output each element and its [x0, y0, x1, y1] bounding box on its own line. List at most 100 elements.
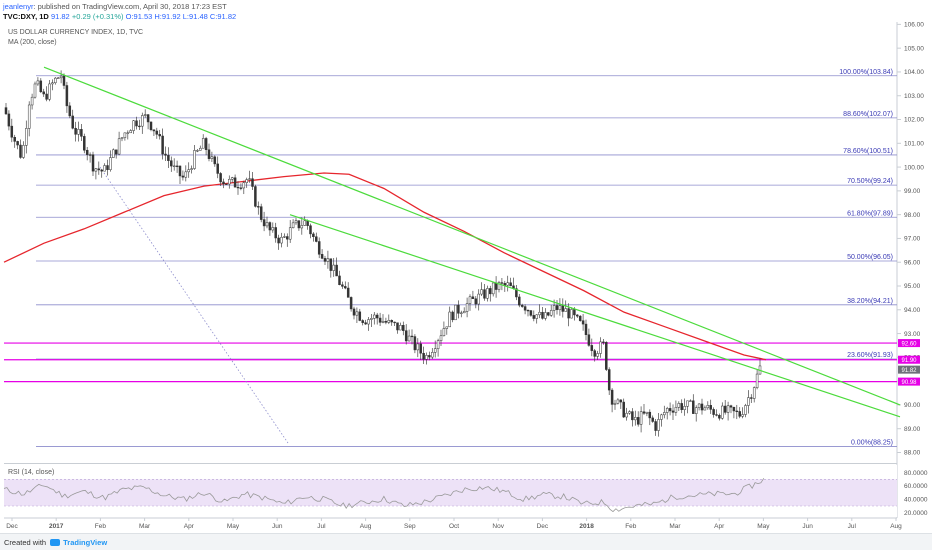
candle-body: [674, 407, 678, 413]
candle-body: [300, 225, 304, 229]
candle-body: [607, 369, 611, 391]
candle-body: [80, 129, 83, 137]
candle-body: [497, 282, 501, 290]
candle-body: [639, 411, 643, 425]
candle-body: [718, 414, 721, 419]
rsi-tick-label: 20.0000: [904, 510, 928, 517]
candle-body: [544, 312, 547, 319]
candle-body: [680, 403, 683, 410]
horizontal-levels[interactable]: [4, 342, 897, 383]
candle-body: [344, 286, 347, 289]
y-tick-label: 103.00: [904, 93, 924, 100]
candle-body: [631, 411, 634, 421]
candle-body: [642, 411, 646, 414]
price-tags: 92.60 91.90 90.98 91.82: [898, 339, 920, 386]
author-link[interactable]: jeanlenyr: [3, 2, 34, 11]
candle-body: [407, 335, 411, 342]
candle-body: [149, 121, 153, 130]
candle-body: [387, 320, 391, 323]
candle-body: [460, 312, 463, 314]
candle-body: [39, 80, 43, 93]
candle-body: [721, 405, 724, 419]
y-tick-label: 88.00: [904, 450, 921, 457]
candle-body: [141, 115, 144, 127]
candle-body: [535, 314, 538, 319]
candle-body: [233, 177, 237, 188]
candle-body: [709, 405, 712, 410]
candle-body: [613, 402, 617, 405]
candle-body: [184, 171, 188, 178]
x-tick-label: Nov: [492, 523, 504, 530]
candle-body: [120, 137, 124, 140]
plot-area[interactable]: [4, 22, 897, 463]
candle-body: [88, 154, 92, 156]
candle-body: [178, 165, 182, 177]
candle-body: [657, 419, 660, 431]
trendlines[interactable]: [43, 66, 901, 418]
candle-body: [172, 165, 176, 167]
fib-level-label: 23.60%(91.93): [847, 352, 893, 359]
candle-body: [16, 141, 19, 146]
candle-body: [315, 236, 318, 242]
candle-body: [25, 128, 28, 146]
candle-body: [164, 153, 167, 156]
high-value: H:91.92: [154, 12, 181, 21]
candle-body: [346, 287, 350, 298]
fibonacci-retracement[interactable]: 100.00%(103.84) 88.60%(102.07) 78.60%(100.…: [36, 69, 897, 447]
candle-body: [645, 411, 649, 414]
candle-body: [245, 179, 248, 183]
candle-body: [62, 75, 66, 86]
candle-body: [541, 311, 544, 319]
candle-body: [100, 169, 103, 172]
candle-body: [274, 227, 277, 239]
ma200-path: [3, 172, 767, 361]
candle-body: [94, 168, 98, 172]
candle-body: [619, 399, 623, 403]
candle-body: [457, 304, 460, 314]
candle-body: [155, 130, 159, 135]
candle-body: [33, 83, 37, 98]
candle-body: [396, 322, 399, 331]
fib-level-label: 38.20%(94.21): [847, 298, 893, 305]
candle-body: [451, 311, 454, 321]
candle-body: [158, 134, 161, 137]
x-tick-label: Oct: [449, 523, 459, 530]
current-price-tag: [898, 365, 920, 374]
candle-body: [27, 104, 31, 129]
tradingview-link[interactable]: TradingView: [63, 538, 108, 547]
time-axis[interactable]: Dec 2017 Feb Mar Apr May Jun Jul Aug Sep Oct Nov Dec…: [6, 518, 902, 530]
fib-level-label: 88.60%(102.07): [843, 111, 893, 118]
candle-body: [483, 289, 486, 299]
candle-body: [187, 169, 190, 173]
price-axis[interactable]: 106.00 105.00 104.00 103.00 102.00 101.00 100.…: [897, 22, 924, 457]
x-tick-label: Mar: [139, 523, 151, 530]
candle-body: [56, 77, 60, 79]
candle-body: [567, 308, 570, 319]
ma-legend: MA (200, close): [8, 39, 57, 46]
y-tick-label: 104.00: [904, 69, 924, 76]
x-tick-label: Apr: [184, 523, 195, 530]
candle-body: [303, 220, 306, 226]
rsi-band: [4, 479, 897, 506]
y-tick-label: 90.00: [904, 402, 921, 409]
candle-body: [210, 156, 214, 159]
candle-body: [126, 132, 130, 134]
x-tick-label: May: [757, 523, 770, 530]
candle-body: [515, 288, 518, 298]
fib-level-label: 78.60%(100.51): [843, 148, 893, 155]
candle-body: [628, 411, 631, 414]
candle-body: [181, 175, 185, 178]
current-price-label: 91.82: [901, 368, 917, 374]
y-tick-label: 100.00: [904, 164, 924, 171]
candle-body: [431, 352, 434, 358]
candle-body: [689, 400, 692, 402]
rsi-tick-label: 60.0000: [904, 483, 928, 490]
candle-body: [190, 168, 193, 170]
candle-body: [129, 130, 132, 134]
y-tick-label: 98.00: [904, 212, 921, 219]
candle-body: [445, 326, 449, 329]
candle-body: [703, 407, 707, 411]
chart-title: US DOLLAR CURRENCY INDEX, 1D, TVC: [8, 29, 143, 36]
candle-body: [474, 298, 478, 305]
